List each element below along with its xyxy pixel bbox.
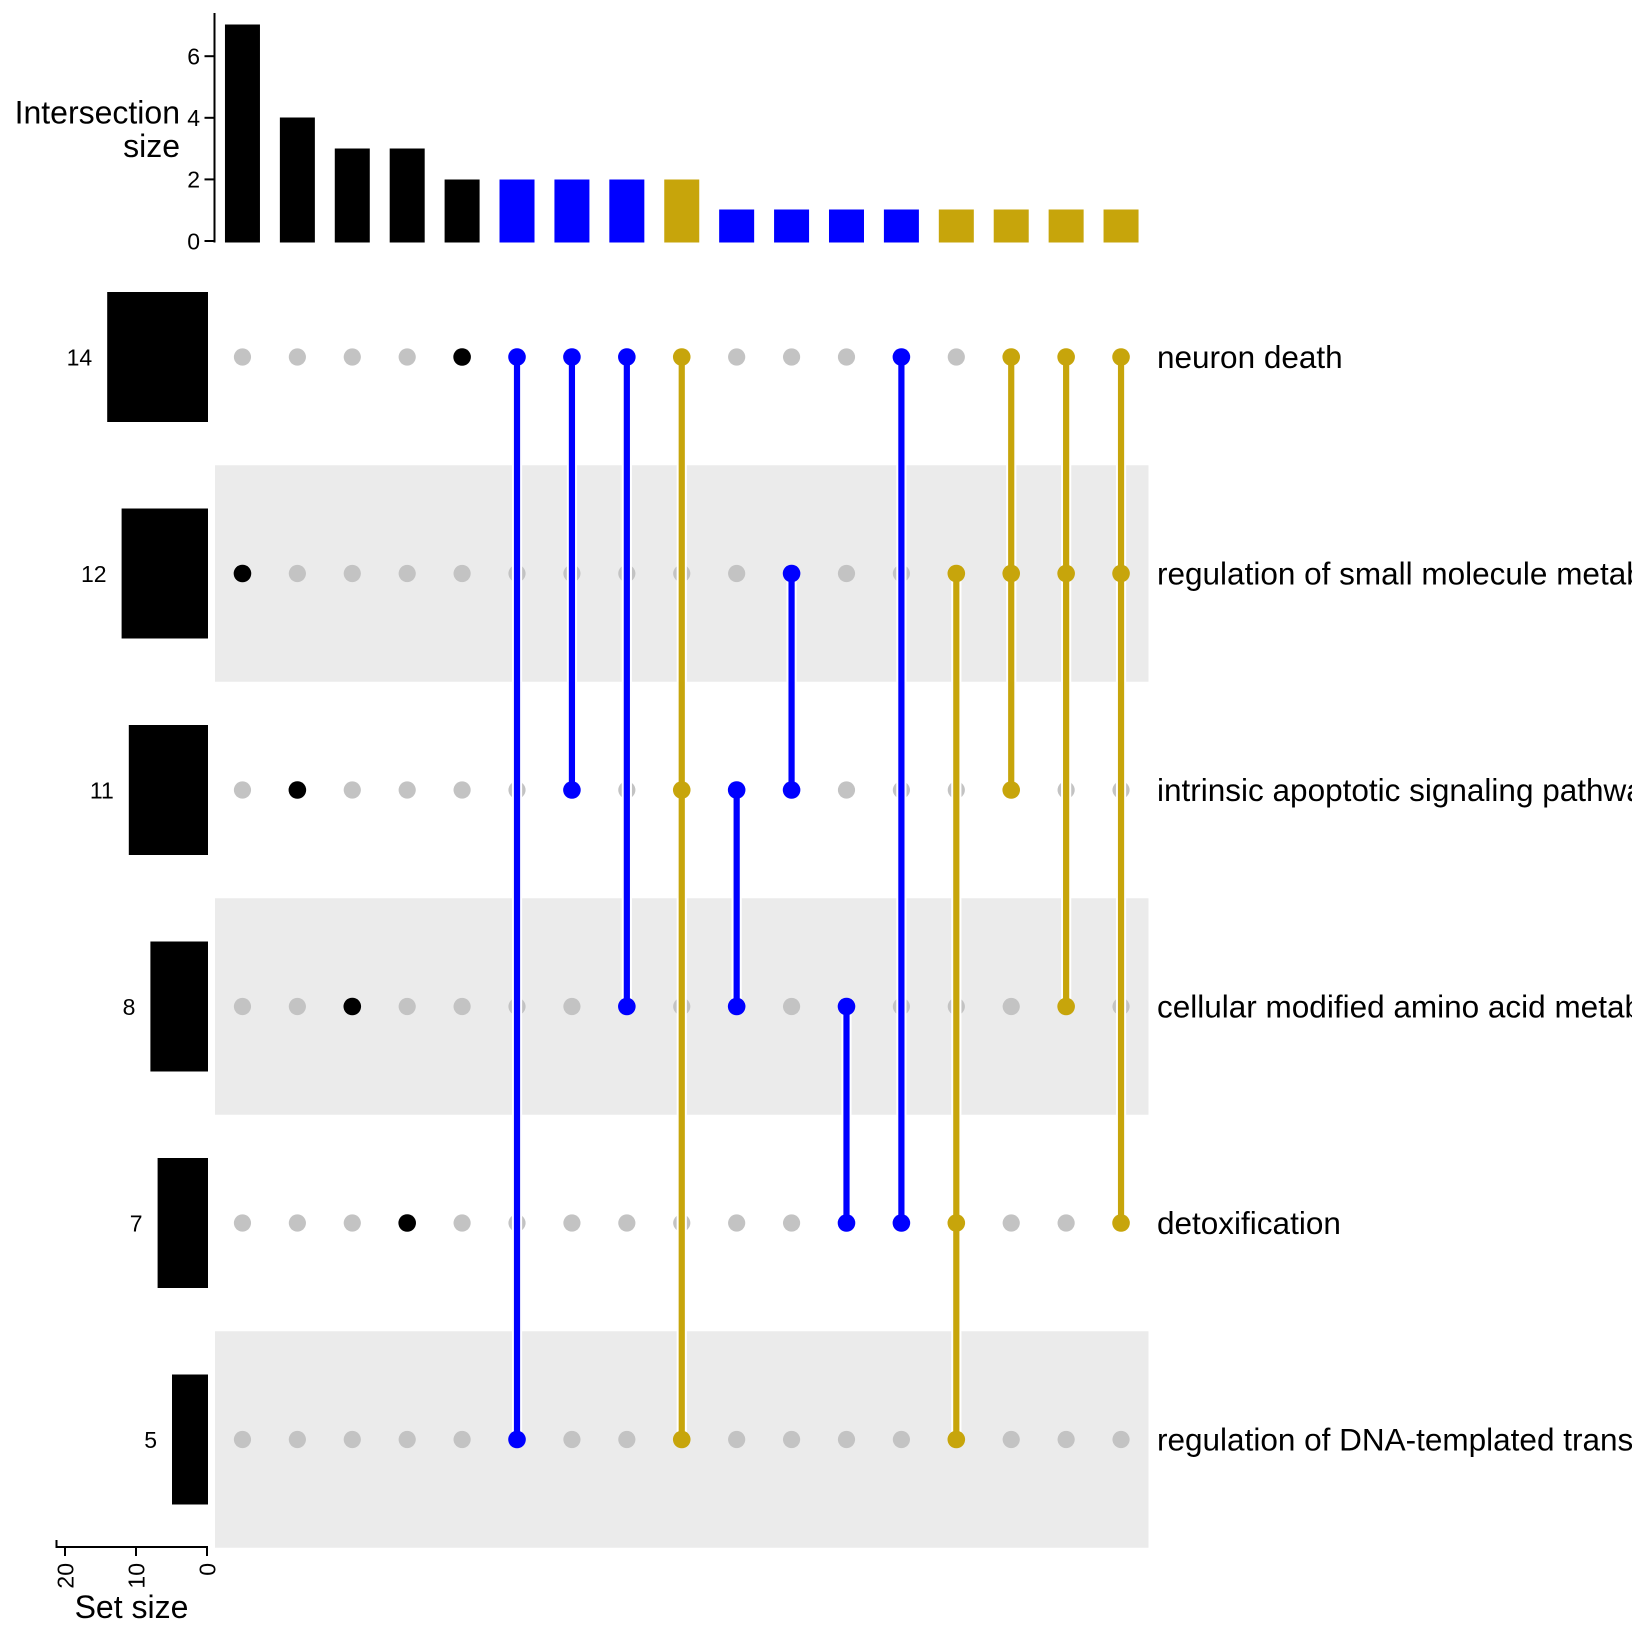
svg-text:Set size: Set size: [75, 1589, 189, 1625]
svg-text:cellular modified amino acid m: cellular modified amino acid metabolic p…: [1157, 989, 1632, 1025]
svg-text:6: 6: [187, 44, 200, 70]
svg-text:Intersection: Intersection: [15, 95, 180, 131]
svg-text:20: 20: [52, 1563, 78, 1589]
svg-text:intrinsic apoptotic signaling: intrinsic apoptotic signaling pathway: [1157, 772, 1632, 808]
svg-text:12: 12: [81, 561, 107, 587]
svg-text:0: 0: [194, 1563, 220, 1576]
svg-text:regulation of small molecule m: regulation of small molecule metabolic p…: [1157, 556, 1632, 592]
svg-text:detoxification: detoxification: [1157, 1205, 1341, 1241]
svg-text:regulation of DNA-templated tr: regulation of DNA-templated transcriptio…: [1157, 1422, 1632, 1458]
svg-text:14: 14: [67, 344, 93, 370]
svg-text:10: 10: [123, 1563, 149, 1589]
svg-text:neuron death: neuron death: [1157, 339, 1343, 375]
svg-text:2: 2: [187, 167, 200, 193]
svg-text:8: 8: [123, 994, 136, 1020]
svg-text:0: 0: [187, 228, 200, 254]
svg-text:5: 5: [144, 1427, 157, 1453]
svg-text:4: 4: [187, 105, 200, 131]
svg-text:size: size: [123, 128, 180, 164]
svg-text:7: 7: [130, 1210, 143, 1236]
svg-text:11: 11: [90, 777, 114, 803]
